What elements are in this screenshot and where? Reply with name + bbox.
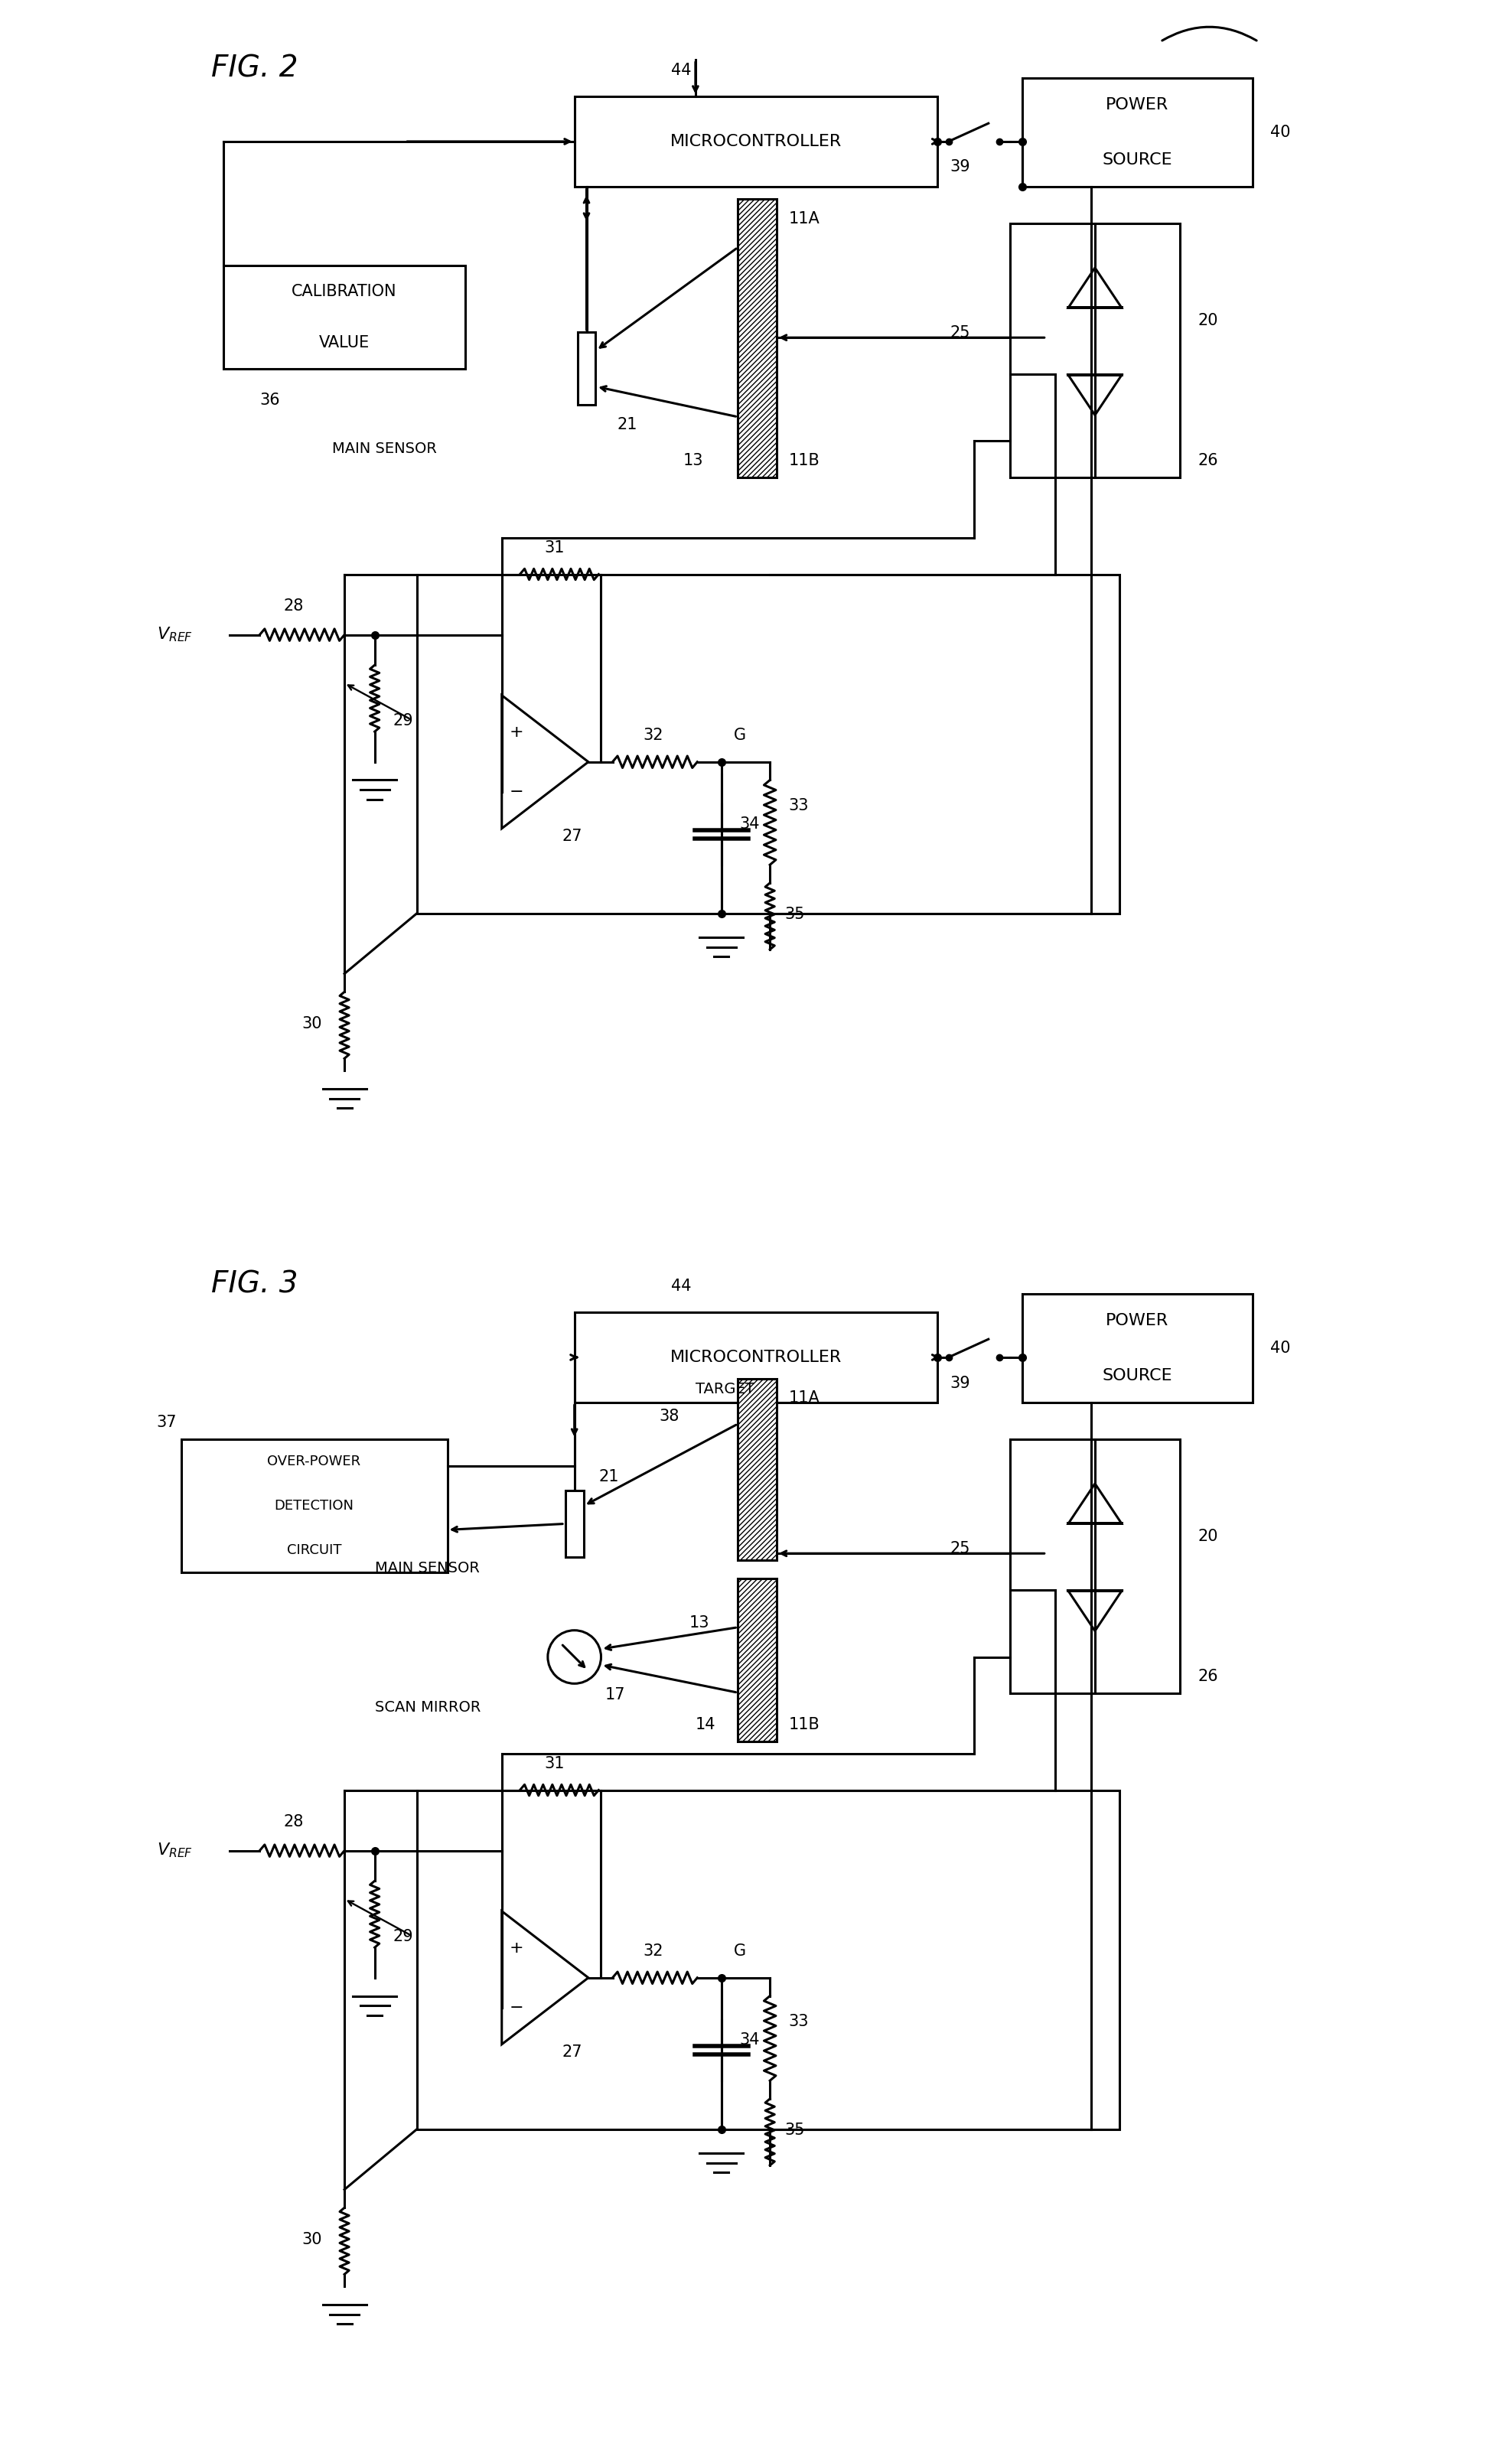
Text: $V_{REF}$: $V_{REF}$ <box>157 1842 192 1859</box>
Bar <box>565 1491 584 1557</box>
Text: POWER: POWER <box>1105 1314 1169 1328</box>
Text: CIRCUIT: CIRCUIT <box>287 1543 342 1557</box>
Text: SOURCE: SOURCE <box>1102 151 1172 168</box>
Text: TARGET: TARGET <box>696 1382 754 1396</box>
Text: 33: 33 <box>788 797 809 814</box>
Text: 35: 35 <box>785 2123 804 2137</box>
Text: 34: 34 <box>739 2032 761 2047</box>
Text: 26: 26 <box>1198 453 1219 468</box>
Text: +: + <box>510 1940 523 1954</box>
Text: 13: 13 <box>689 1616 709 1630</box>
Text: 33: 33 <box>788 2013 809 2030</box>
Text: 44: 44 <box>671 63 691 78</box>
Text: 35: 35 <box>785 907 804 921</box>
Text: MAIN SENSOR: MAIN SENSOR <box>333 441 437 456</box>
Text: 26: 26 <box>1198 1669 1219 1684</box>
Bar <box>417 575 1119 914</box>
Bar <box>181 1440 448 1572</box>
Bar <box>224 266 466 368</box>
Text: OVER-POWER: OVER-POWER <box>268 1455 361 1467</box>
Text: 32: 32 <box>643 1945 664 1959</box>
Bar <box>1010 1440 1179 1694</box>
Bar <box>1010 224 1179 478</box>
Text: FIG. 2: FIG. 2 <box>212 54 298 83</box>
Bar <box>578 331 596 405</box>
Bar <box>575 1311 937 1404</box>
Text: 17: 17 <box>605 1686 624 1703</box>
Text: 11A: 11A <box>789 1392 820 1406</box>
Bar <box>1022 78 1252 188</box>
Bar <box>575 95 937 188</box>
Text: 32: 32 <box>643 729 664 743</box>
Text: 39: 39 <box>950 158 971 175</box>
Text: $V_{REF}$: $V_{REF}$ <box>157 626 192 643</box>
Text: −: − <box>510 2001 523 2015</box>
Bar <box>1022 1294 1252 1404</box>
Text: 20: 20 <box>1198 312 1219 329</box>
Text: SOURCE: SOURCE <box>1102 1367 1172 1384</box>
Text: 38: 38 <box>659 1409 679 1423</box>
Bar <box>738 1579 777 1742</box>
Text: FIG. 3: FIG. 3 <box>212 1270 298 1299</box>
Text: 31: 31 <box>544 541 564 556</box>
Text: 40: 40 <box>1270 1340 1291 1355</box>
Text: 28: 28 <box>284 600 304 614</box>
Text: 29: 29 <box>393 714 413 729</box>
Text: POWER: POWER <box>1105 97 1169 112</box>
Text: 25: 25 <box>950 1540 971 1557</box>
Text: DETECTION: DETECTION <box>274 1499 354 1513</box>
Text: SCAN MIRROR: SCAN MIRROR <box>375 1701 481 1716</box>
Text: 25: 25 <box>950 327 971 341</box>
Text: 36: 36 <box>260 392 280 407</box>
Text: 28: 28 <box>284 1813 304 1830</box>
Text: G: G <box>733 1945 745 1959</box>
Text: 13: 13 <box>683 453 703 468</box>
Text: VALUE: VALUE <box>319 336 370 351</box>
Text: 39: 39 <box>950 1374 971 1392</box>
Text: 37: 37 <box>157 1416 177 1431</box>
Text: 27: 27 <box>562 829 582 843</box>
Text: 14: 14 <box>696 1718 715 1733</box>
Bar <box>738 200 777 478</box>
Text: 11B: 11B <box>789 1718 820 1733</box>
Text: MICROCONTROLLER: MICROCONTROLLER <box>670 1350 842 1365</box>
Text: +: + <box>510 724 523 738</box>
Text: 40: 40 <box>1270 124 1291 139</box>
Text: 31: 31 <box>544 1757 564 1772</box>
Text: −: − <box>510 785 523 799</box>
Text: 44: 44 <box>671 1279 691 1294</box>
Text: G: G <box>733 729 745 743</box>
Text: MAIN SENSOR: MAIN SENSOR <box>375 1560 479 1574</box>
Text: 29: 29 <box>393 1930 413 1945</box>
Bar <box>738 1379 777 1560</box>
Text: 21: 21 <box>599 1470 618 1484</box>
Text: 30: 30 <box>302 2232 322 2247</box>
Bar <box>417 1791 1119 2130</box>
Text: 20: 20 <box>1198 1528 1219 1543</box>
Text: CALIBRATION: CALIBRATION <box>292 283 398 300</box>
Text: 11B: 11B <box>789 453 820 468</box>
Text: 21: 21 <box>617 417 637 431</box>
Text: 30: 30 <box>302 1016 322 1031</box>
Text: 27: 27 <box>562 2045 582 2059</box>
Text: 11A: 11A <box>789 212 820 227</box>
Text: 34: 34 <box>739 816 761 831</box>
Text: MICROCONTROLLER: MICROCONTROLLER <box>670 134 842 149</box>
